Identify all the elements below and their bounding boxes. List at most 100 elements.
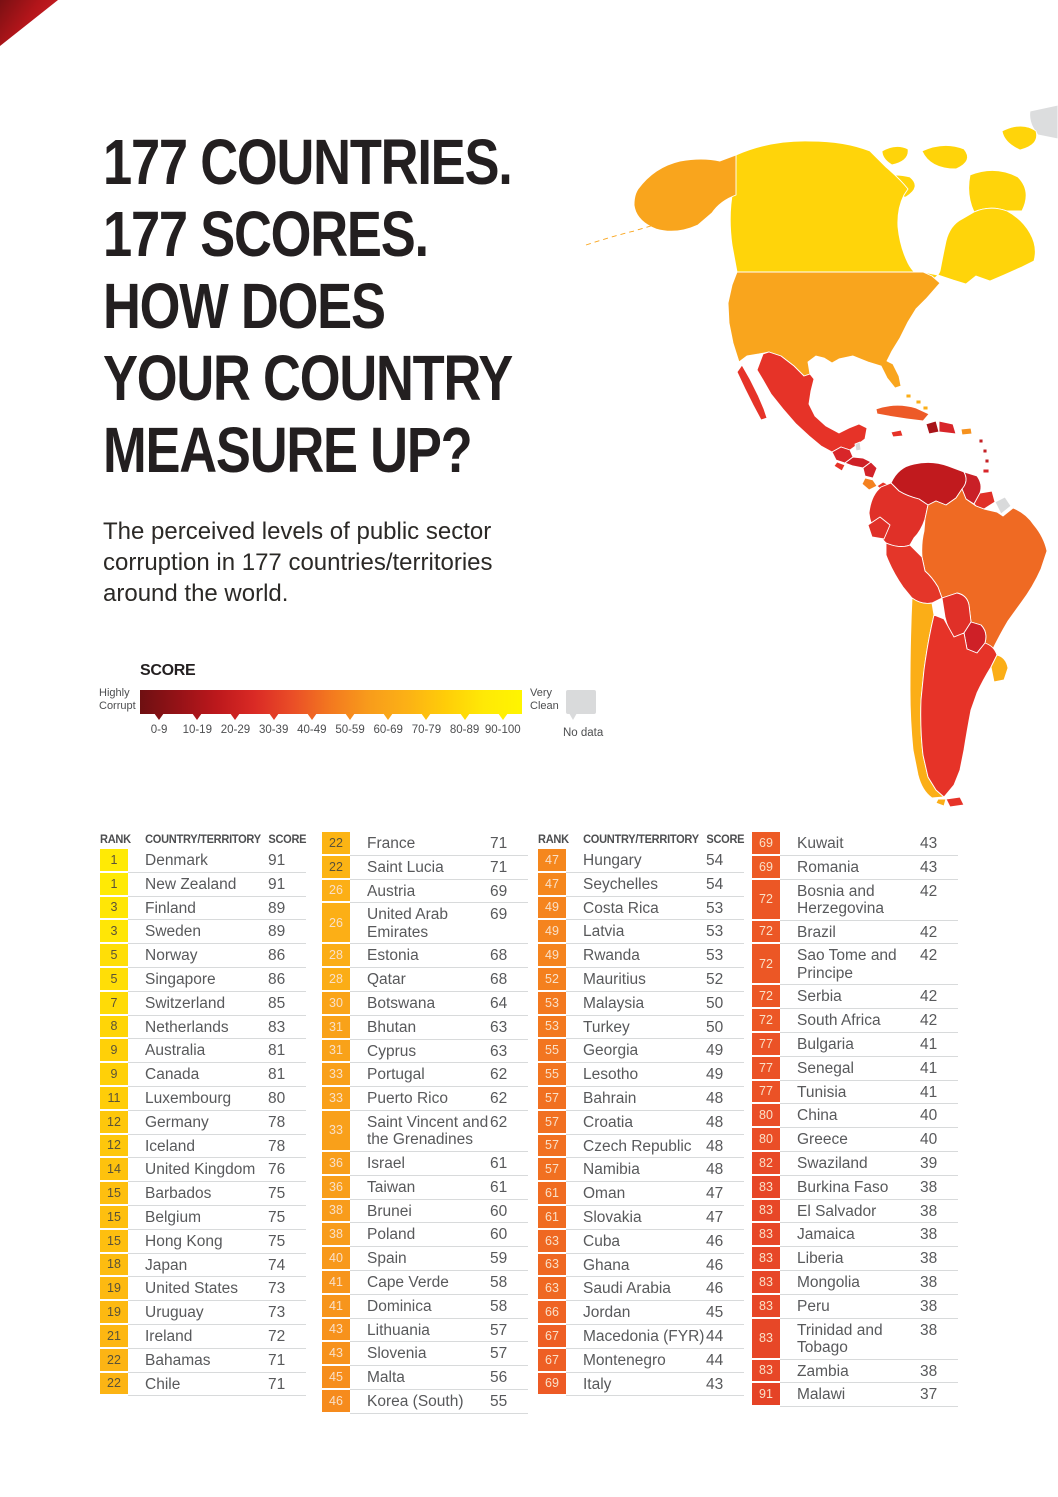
page-subtitle: The perceived levels of public sector co… <box>103 518 493 607</box>
country-name: Swaziland <box>797 1154 868 1172</box>
legend-bin: 70-79 <box>407 713 445 736</box>
rank-badge: 22 <box>100 1348 128 1371</box>
row-body: Georgia <box>566 1039 744 1064</box>
rank-badge: 12 <box>100 1134 128 1157</box>
table-row: 72 South Africa 42 <box>752 1009 958 1033</box>
country-score: 49 <box>706 1066 724 1084</box>
table-row: 55 Georgia 49 <box>538 1039 744 1064</box>
country-name: United States <box>145 1280 239 1298</box>
row-body: Austria <box>350 880 528 904</box>
row-body: Germany <box>128 1111 306 1135</box>
rank-badge: 30 <box>322 991 350 1014</box>
row-body: Korea (South) <box>350 1390 528 1414</box>
country-score: 40 <box>920 1107 938 1125</box>
table-row: 5 Singapore 86 <box>100 967 306 992</box>
rank-badge: 45 <box>322 1366 350 1388</box>
rank-badge: 11 <box>100 1086 128 1109</box>
country-score: 38 <box>920 1321 938 1339</box>
country-score: 72 <box>268 1327 286 1345</box>
row-body: Malta <box>350 1366 528 1390</box>
row-body: Swaziland <box>780 1152 958 1176</box>
country-name: Israel <box>367 1154 405 1172</box>
row-body: Sweden <box>128 920 306 945</box>
legend-bin: 20-29 <box>216 713 254 736</box>
row-body: Australia <box>128 1039 306 1064</box>
country-name: Hong Kong <box>145 1232 223 1250</box>
legend-bin-pointer-icon <box>268 713 279 720</box>
rank-badge: 80 <box>752 1104 780 1127</box>
rank-badge: 33 <box>322 1087 350 1109</box>
legend-bin-pointer-icon <box>306 713 317 720</box>
legend-highly-corrupt-label: Highly Corrupt <box>99 687 136 712</box>
map-islands-aleutian <box>585 224 655 246</box>
map-country-mexico <box>756 351 868 453</box>
row-body: Rwanda <box>566 944 744 968</box>
country-name: Australia <box>145 1042 206 1060</box>
rank-badge: 72 <box>752 920 780 943</box>
legend-bin: 80-89 <box>446 713 484 736</box>
country-name: Chile <box>145 1375 181 1393</box>
legend-bin-label: 90-100 <box>484 724 521 736</box>
country-name: Bosnia and Herzegovina <box>797 882 885 918</box>
map-country-el-salvador <box>833 461 846 472</box>
rank-badge: 3 <box>100 896 128 919</box>
row-body: Malawi <box>780 1383 958 1408</box>
country-score: 69 <box>490 882 508 900</box>
rank-badge: 72 <box>752 944 780 984</box>
country-name: Germany <box>145 1113 209 1131</box>
row-body: Barbados <box>128 1182 306 1206</box>
table-row: 83 El Salvador 38 <box>752 1199 958 1224</box>
country-name: Botswana <box>367 994 436 1012</box>
country-name: Sao Tome and Principe <box>797 947 897 982</box>
country-name: Mauritius <box>583 970 646 988</box>
rank-badge: 41 <box>322 1270 350 1293</box>
legend-bin: 30-39 <box>255 713 293 736</box>
rank-table-column-1: RANK COUNTRY/TERRITORY SCORE 1 Denmark 91 1 New… <box>100 832 307 1397</box>
country-name: Lesotho <box>583 1066 639 1084</box>
rank-badge: 18 <box>100 1253 128 1276</box>
country-score: 89 <box>268 923 286 941</box>
rank-badge: 49 <box>538 896 566 919</box>
row-body: Italy <box>566 1373 744 1397</box>
country-score: 50 <box>706 1018 724 1036</box>
legend-bin: 50-59 <box>331 713 369 736</box>
country-name: Kuwait <box>797 835 844 852</box>
legend-bin-pointer-icon <box>154 713 165 720</box>
country-score: 63 <box>490 1018 508 1036</box>
country-score: 39 <box>920 1154 938 1172</box>
rank-badge: 83 <box>752 1175 780 1198</box>
table-row: 72 Bosnia and Herzegovina 42 <box>752 879 958 921</box>
row-body: Lithuania <box>350 1319 528 1343</box>
country-name: Bahrain <box>583 1089 637 1107</box>
country-score: 62 <box>490 1090 508 1108</box>
legend-very-clean-label: Very Clean <box>530 687 559 712</box>
row-body: Bahamas <box>128 1349 306 1373</box>
table-row: 69 Romania 43 <box>752 855 958 880</box>
rank-badge: 22 <box>322 855 350 878</box>
title-line-5: MEASURE UP? <box>103 414 473 486</box>
country-score: 48 <box>706 1113 724 1131</box>
country-score: 50 <box>706 994 724 1012</box>
country-score: 54 <box>706 852 724 869</box>
rank-badge: 40 <box>322 1247 350 1269</box>
rank-badge: 66 <box>538 1301 566 1323</box>
map-islands-lesser-antilles <box>984 458 990 464</box>
rank-badge: 31 <box>322 1039 350 1062</box>
country-score: 75 <box>268 1208 286 1226</box>
row-body: Cyprus <box>350 1040 528 1064</box>
score-header: SCORE <box>268 832 307 846</box>
rank-badge: 63 <box>538 1253 566 1276</box>
legend-bin: 60-69 <box>369 713 407 736</box>
country-score: 56 <box>490 1369 508 1387</box>
row-body: Liberia <box>780 1247 958 1271</box>
table-row: 14 United Kingdom 76 <box>100 1158 306 1183</box>
table-row: 83 Peru 38 <box>752 1294 958 1319</box>
country-name: Greece <box>797 1131 848 1149</box>
country-score: 42 <box>920 1012 938 1030</box>
country-name: Mongolia <box>797 1273 860 1291</box>
table-row: 83 Mongolia 38 <box>752 1270 958 1295</box>
row-body: Mauritius <box>566 968 744 992</box>
map-country-ecuador <box>867 516 891 540</box>
row-body: Namibia <box>566 1158 744 1183</box>
